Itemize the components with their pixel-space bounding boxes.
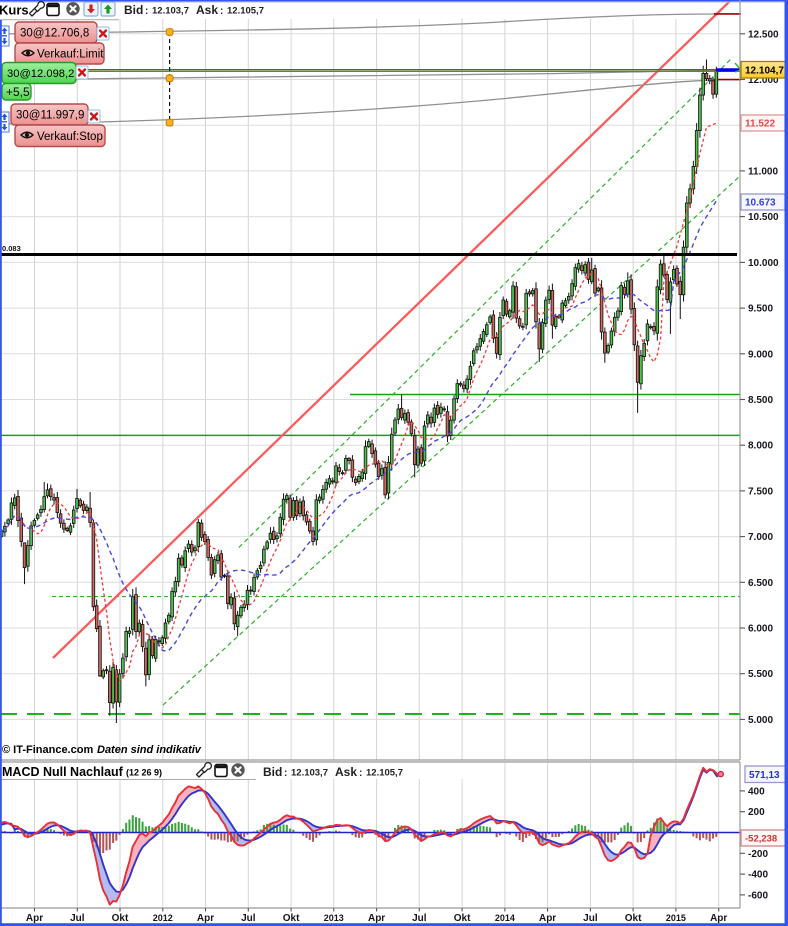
svg-text:-600: -600 bbox=[748, 890, 768, 901]
svg-text:Apr: Apr bbox=[539, 913, 556, 924]
svg-text:Ask: Ask bbox=[196, 3, 218, 17]
svg-text:5.500: 5.500 bbox=[748, 669, 773, 680]
svg-text:12.103,7: 12.103,7 bbox=[291, 768, 328, 779]
svg-text:© IT-Finance.com: © IT-Finance.com bbox=[2, 744, 93, 756]
svg-text:Apr: Apr bbox=[710, 913, 727, 924]
svg-text:8.500: 8.500 bbox=[748, 395, 773, 406]
svg-text:Okt: Okt bbox=[454, 913, 471, 924]
svg-text:8.000: 8.000 bbox=[748, 441, 773, 452]
svg-text:7.000: 7.000 bbox=[748, 532, 773, 543]
svg-text:Verkauf:Stop: Verkauf:Stop bbox=[37, 131, 103, 143]
svg-text:12.103,7: 12.103,7 bbox=[152, 6, 189, 17]
svg-text:9.000: 9.000 bbox=[748, 349, 773, 360]
svg-text:2012: 2012 bbox=[153, 913, 173, 923]
svg-text:2013: 2013 bbox=[324, 913, 344, 923]
svg-text:Okt: Okt bbox=[625, 913, 642, 924]
svg-text:Okt: Okt bbox=[283, 913, 300, 924]
svg-text:-52,238: -52,238 bbox=[745, 834, 777, 845]
svg-text:10.673: 10.673 bbox=[745, 198, 776, 209]
svg-text:Ask: Ask bbox=[335, 765, 357, 779]
svg-text:Bid: Bid bbox=[124, 3, 143, 17]
svg-text:2015: 2015 bbox=[666, 913, 686, 923]
svg-text:30@12.706,8: 30@12.706,8 bbox=[20, 28, 89, 40]
svg-text:Bid: Bid bbox=[263, 765, 282, 779]
svg-text:571,13: 571,13 bbox=[749, 770, 780, 781]
svg-text:Apr: Apr bbox=[368, 913, 385, 924]
svg-text:Jul: Jul bbox=[70, 913, 85, 924]
svg-text:2014: 2014 bbox=[495, 913, 515, 923]
svg-text::: : bbox=[145, 6, 148, 17]
svg-text:0.083: 0.083 bbox=[2, 244, 21, 253]
svg-text:12.104,7: 12.104,7 bbox=[745, 66, 784, 77]
svg-text:Okt: Okt bbox=[112, 913, 129, 924]
svg-text:11.522: 11.522 bbox=[745, 119, 775, 130]
svg-text:6.500: 6.500 bbox=[748, 578, 773, 589]
svg-text:12.105,7: 12.105,7 bbox=[227, 6, 264, 17]
svg-text:Jul: Jul bbox=[241, 913, 256, 924]
svg-text:9.500: 9.500 bbox=[748, 304, 773, 315]
svg-text:Daten sind indikativ: Daten sind indikativ bbox=[97, 744, 202, 756]
svg-text:Jul: Jul bbox=[583, 913, 598, 924]
svg-text:12.105,7: 12.105,7 bbox=[366, 768, 403, 779]
svg-text:Jul: Jul bbox=[412, 913, 427, 924]
svg-text:10.000: 10.000 bbox=[748, 258, 779, 269]
svg-text:MACD Null Nachlauf: MACD Null Nachlauf bbox=[2, 765, 124, 779]
svg-text:-400: -400 bbox=[748, 870, 768, 881]
svg-text:Apr: Apr bbox=[26, 913, 43, 924]
svg-text:Verkauf:Limit: Verkauf:Limit bbox=[37, 49, 104, 61]
svg-text:6.000: 6.000 bbox=[748, 624, 773, 635]
svg-text:-200: -200 bbox=[748, 849, 768, 860]
svg-text::: : bbox=[359, 768, 362, 779]
svg-text:(12 26 9): (12 26 9) bbox=[126, 768, 162, 778]
svg-text::: : bbox=[220, 6, 223, 17]
svg-text:11.000: 11.000 bbox=[748, 166, 778, 177]
svg-text:200: 200 bbox=[748, 807, 765, 818]
svg-text:12.000: 12.000 bbox=[748, 75, 779, 86]
svg-text:7.500: 7.500 bbox=[748, 486, 773, 497]
svg-text:12.500: 12.500 bbox=[748, 29, 779, 40]
svg-text:+5,5: +5,5 bbox=[6, 85, 30, 99]
svg-text:Apr: Apr bbox=[197, 913, 214, 924]
svg-text:10.500: 10.500 bbox=[748, 212, 779, 223]
svg-text:400: 400 bbox=[748, 786, 765, 797]
svg-text:30@11.997,9: 30@11.997,9 bbox=[16, 110, 84, 122]
svg-text::: : bbox=[284, 768, 287, 779]
svg-text:5.000: 5.000 bbox=[748, 715, 773, 726]
svg-text:Kurs: Kurs bbox=[0, 3, 29, 18]
svg-text:30@12.098,2: 30@12.098,2 bbox=[7, 68, 74, 80]
